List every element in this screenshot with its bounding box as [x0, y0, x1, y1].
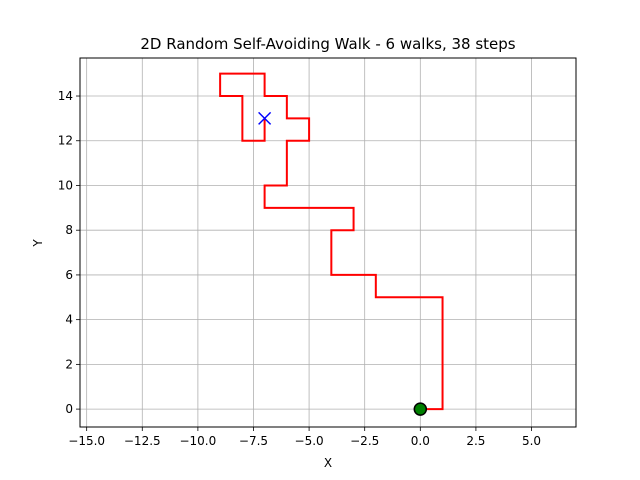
x-tick-label: −12.5	[124, 434, 161, 448]
x-tick-label: −15.0	[68, 434, 105, 448]
y-axis-ticks: 0 2 4 6 8 10 12 14	[58, 89, 80, 416]
x-tick-label: −5.0	[295, 434, 324, 448]
y-tick-label: 6	[65, 268, 73, 282]
plot-frame	[79, 57, 577, 428]
y-tick-label: 4	[65, 313, 73, 327]
walk-path	[219, 72, 444, 411]
y-axis-label: Y	[31, 239, 45, 248]
y-tick-label: 8	[65, 223, 73, 237]
walk-series	[219, 72, 444, 411]
x-tick-label: 0.0	[411, 434, 430, 448]
x-axis-label: X	[324, 456, 332, 470]
markers	[258, 111, 428, 416]
x-tick-label: −2.5	[350, 434, 379, 448]
x-axis-ticks: −15.0 −12.5 −10.0 −7.5 −5.0 −2.5 0.0 2.5 5.0	[68, 427, 541, 448]
x-tick-label: −7.5	[239, 434, 268, 448]
y-tick-label: 10	[58, 178, 73, 192]
y-tick-label: 2	[65, 357, 73, 371]
grid	[80, 58, 576, 427]
y-tick-label: 0	[65, 402, 73, 416]
chart-title: 2D Random Self-Avoiding Walk - 6 walks, …	[140, 35, 515, 53]
y-tick-label: 14	[58, 89, 73, 103]
end-marker	[258, 111, 272, 125]
x-tick-label: 2.5	[466, 434, 485, 448]
start-marker	[413, 402, 428, 416]
x-tick-label: 5.0	[522, 434, 541, 448]
y-tick-label: 12	[58, 134, 73, 148]
x-tick-label: −10.0	[179, 434, 216, 448]
